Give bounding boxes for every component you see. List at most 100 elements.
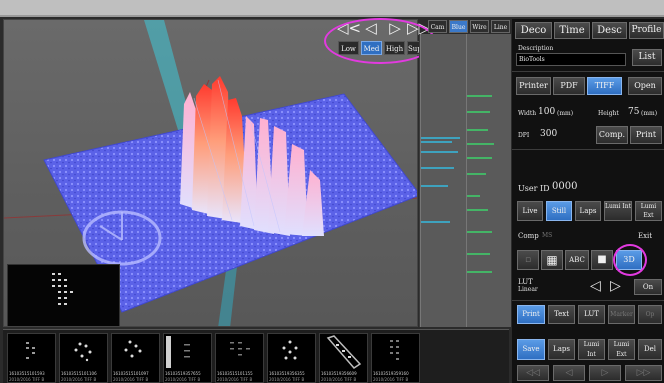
thumbnail-id: 16103515101155: [217, 371, 253, 376]
tab-deco[interactable]: Deco: [515, 22, 552, 39]
width-field[interactable]: 100: [538, 107, 556, 117]
tiff-button[interactable]: TIFF: [587, 77, 622, 95]
thumbnail-meta: 2010/2016 TIFF B: [165, 377, 201, 382]
render-quality-controls: ◁< ◁ ▷ ▷▷ Low Med High Super: [337, 19, 433, 59]
thumbnail-id: 16103519356609: [321, 371, 357, 376]
thumbnail-image: [230, 342, 250, 356]
height-label: Height: [598, 110, 619, 117]
quality-low-button[interactable]: Low: [338, 41, 359, 55]
tab-print[interactable]: Print: [517, 305, 545, 324]
3d-surface-plot[interactable]: [4, 20, 418, 327]
live-button[interactable]: Live: [517, 201, 543, 221]
thumbnail-meta: 2010/2016 TIFF B: [373, 377, 409, 382]
thumbnail-image: [74, 342, 92, 362]
open-button[interactable]: Open: [628, 77, 662, 95]
last-icon[interactable]: ▷▷: [407, 19, 431, 37]
first-icon[interactable]: ◁<: [337, 19, 362, 37]
exit-button[interactable]: Exit: [638, 232, 653, 240]
next-page-icon[interactable]: ▷: [589, 365, 621, 381]
last-page-icon[interactable]: ▷▷: [625, 365, 662, 381]
thumbnail[interactable]: 16103515101593 2010/2016 TIFF B: [7, 333, 56, 383]
height-unit: (mm): [641, 110, 658, 117]
lumi-int-save-button[interactable]: Lumi Int: [578, 339, 605, 360]
ms-label: MS: [542, 232, 553, 239]
lut-next-icon[interactable]: ▷: [610, 278, 621, 294]
tab-profile[interactable]: Profile: [629, 22, 664, 39]
quality-high-button[interactable]: High: [384, 41, 405, 55]
thumbnail-image: [124, 340, 142, 358]
thumbnail[interactable]: 16103519356355 2010/2016 TIFF B: [267, 333, 316, 383]
quality-med-button[interactable]: Med: [361, 41, 382, 55]
thumbnail[interactable]: 16103519359160 2010/2016 TIFF B: [371, 333, 420, 383]
grid-icon[interactable]: ▦: [541, 250, 563, 270]
laps-save-button[interactable]: Laps: [548, 339, 575, 360]
thumbnail-id: 16103515101593: [9, 371, 45, 376]
lut-prev-icon[interactable]: ◁: [590, 278, 601, 294]
thumbnail-meta: 2010/2016 TIFF B: [269, 377, 305, 382]
thumbnail-strip: 16103515101593 2010/2016 TIFF B 16103515…: [3, 329, 509, 383]
thumbnail-id: 16103515101106: [61, 371, 97, 376]
abc-button[interactable]: ABC: [565, 250, 589, 270]
gel-band-image: [52, 273, 73, 305]
thumbnail[interactable]: 16103519357655 2010/2016 TIFF B: [163, 333, 212, 383]
view-wire-button[interactable]: Wire: [470, 20, 489, 33]
lut-value[interactable]: Linear: [518, 286, 538, 293]
previous-icon[interactable]: ◁: [365, 19, 377, 37]
view-line-button[interactable]: Line: [491, 20, 510, 33]
lut-on-button[interactable]: On: [634, 279, 662, 295]
tab-op[interactable]: Op: [638, 305, 662, 324]
thumbnail[interactable]: 16103515101155 2010/2016 TIFF B: [215, 333, 264, 383]
width-label: Width: [518, 110, 537, 117]
list-button[interactable]: List: [632, 49, 662, 66]
gel-preview-inset[interactable]: [7, 264, 120, 326]
thumbnail-image: [326, 335, 362, 369]
next-icon[interactable]: ▷: [389, 19, 401, 37]
thumbnail-image: [390, 340, 399, 360]
thumbnail-image: [26, 342, 35, 359]
dpi-label: DPI: [518, 132, 530, 139]
tab-time[interactable]: Time: [554, 22, 590, 39]
3d-view-button[interactable]: 3D: [616, 250, 642, 270]
3d-viewport[interactable]: [3, 19, 418, 327]
square-icon[interactable]: ■: [591, 250, 613, 270]
thumbnail-image: [166, 336, 190, 368]
thumbnail[interactable]: 16103515101097 2010/2016 TIFF B: [111, 333, 160, 383]
description-field[interactable]: BioTools: [516, 53, 626, 66]
thumbnail[interactable]: 16103515101106 2010/2016 TIFF B: [59, 333, 108, 383]
tab-marker[interactable]: Marker: [608, 305, 635, 324]
laps-button[interactable]: Laps: [575, 201, 601, 221]
thumbnail-meta: 2010/2016 TIFF B: [217, 377, 253, 382]
prev-page-icon[interactable]: ◁: [553, 365, 585, 381]
view-cam-button[interactable]: Cam: [428, 20, 447, 33]
user-id-label: User ID: [518, 184, 550, 193]
thumbnail[interactable]: 16103519356609 2010/2016 TIFF B: [319, 333, 368, 383]
still-button[interactable]: Still: [546, 201, 572, 221]
lumi-int-button[interactable]: Lumi Int: [604, 201, 632, 221]
tab-lut[interactable]: LUT: [578, 305, 605, 324]
thumbnail-id: 16103519357655: [165, 371, 201, 376]
select-icon[interactable]: ▫: [517, 250, 539, 270]
user-id-field[interactable]: 0000: [552, 181, 578, 192]
save-button[interactable]: Save: [517, 339, 545, 360]
profile-peaks: [420, 95, 494, 273]
signal-peaks: [180, 76, 324, 236]
thumbnail-id: 16103519359160: [373, 371, 409, 376]
printer-button[interactable]: Printer: [516, 77, 551, 95]
thumbnail-id: 16103515101097: [113, 371, 149, 376]
tab-desc[interactable]: Desc: [592, 22, 627, 39]
intensity-profile-strip[interactable]: [419, 34, 511, 327]
thumbnail-meta: 2010/2016 TIFF B: [321, 377, 357, 382]
lumi-ext-button[interactable]: Lumi Ext: [635, 201, 662, 221]
lut-label: LUT: [518, 278, 533, 286]
comp-button[interactable]: Comp.: [596, 126, 628, 144]
lumi-ext-save-button[interactable]: Lumi Ext: [608, 339, 635, 360]
pdf-button[interactable]: PDF: [553, 77, 585, 95]
height-field[interactable]: 75: [628, 107, 640, 117]
tab-text[interactable]: Text: [548, 305, 575, 324]
print-button[interactable]: Print: [630, 126, 662, 144]
delete-button[interactable]: Del: [638, 339, 662, 360]
dpi-field[interactable]: 300: [540, 129, 558, 139]
view-blue-button[interactable]: Blue: [449, 20, 468, 33]
first-page-icon[interactable]: ◁◁: [517, 365, 549, 381]
